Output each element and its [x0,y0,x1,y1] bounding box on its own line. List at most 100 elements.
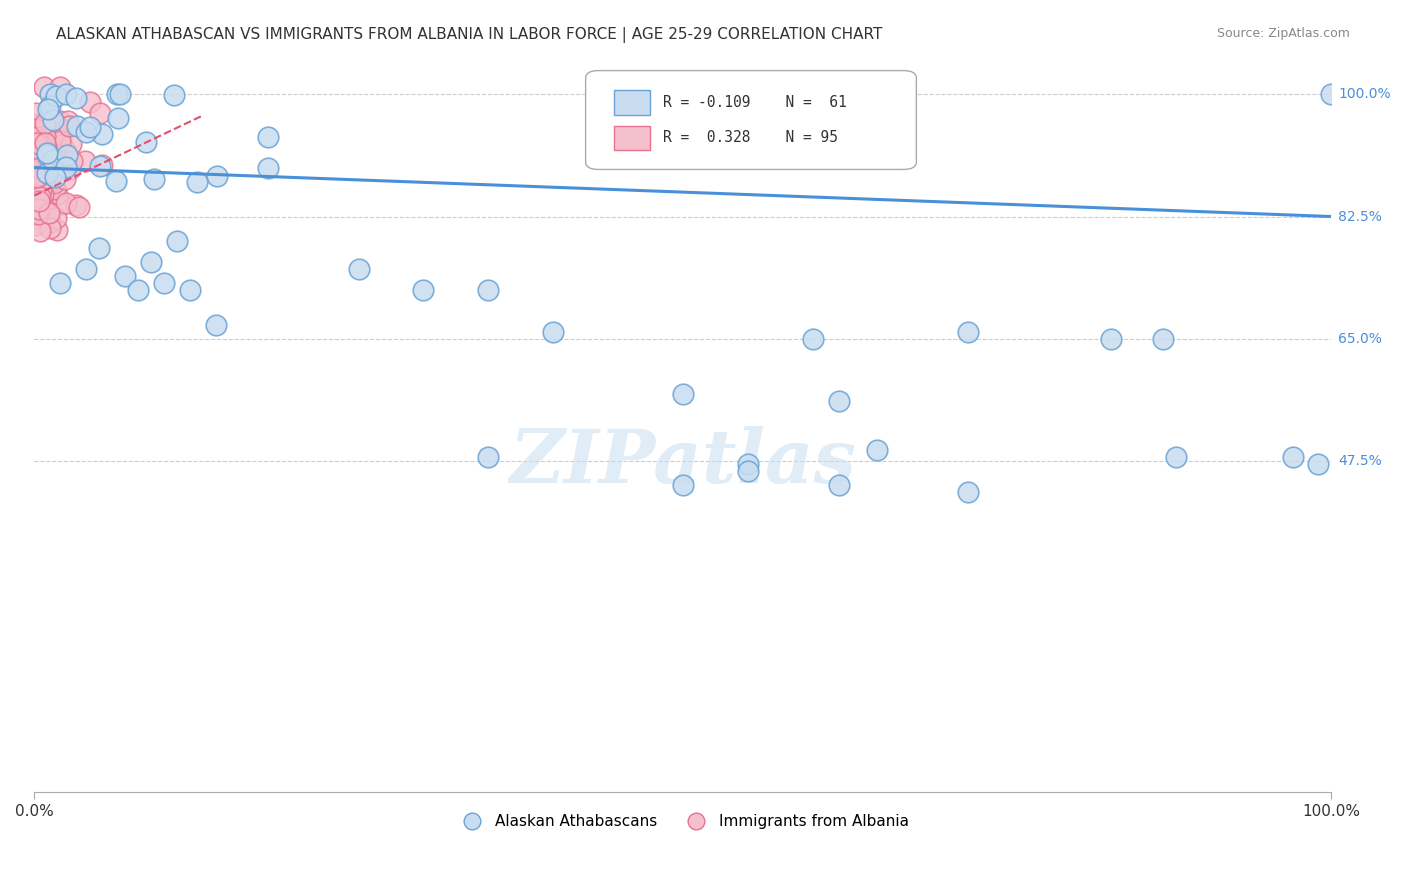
Point [34,80,56,95]
Point [34,128,56,143]
Point [32,132,55,146]
Point [55,87,77,102]
Point [737,457,759,471]
Point [67,200,90,214]
Point [35,145,58,160]
Point [28,207,51,221]
Point [412,283,434,297]
Point [39,148,62,162]
Point [24,204,46,219]
Point [107,112,129,126]
Point [45,89,67,103]
Point [25,206,48,220]
Point [28,201,51,215]
Point [30,190,52,204]
Point [49,276,72,290]
Point [60,137,83,152]
Point [24,105,46,120]
Point [34,202,56,217]
Point [27,161,49,175]
Point [25,172,48,186]
Text: 65.0%: 65.0% [1339,332,1382,345]
Point [37,146,59,161]
Point [25,135,48,149]
Point [28,194,51,208]
Point [28,202,51,216]
Point [30,149,52,163]
Point [90,158,112,172]
Point [28,154,51,169]
Point [30,149,52,163]
Point [105,87,128,102]
Point [55,160,77,174]
Point [672,387,695,401]
Text: 47.5%: 47.5% [1339,454,1382,467]
Point [75,125,97,139]
Point [24,162,46,177]
Point [186,175,208,189]
Point [142,171,165,186]
Point [1164,450,1187,465]
Point [37,123,59,137]
Text: R = -0.109    N =  61: R = -0.109 N = 61 [664,95,848,110]
Point [38,99,60,113]
Point [38,175,60,189]
Point [42,168,65,182]
Point [37,166,59,180]
Point [24,218,46,232]
Point [205,169,228,183]
Point [39,215,62,229]
Point [32,123,55,137]
Point [49,80,72,95]
Point [1308,457,1330,471]
Point [89,241,111,255]
Point [34,116,56,130]
Point [957,325,980,339]
Point [801,332,824,346]
Point [79,120,101,134]
Point [60,153,83,168]
Point [139,255,162,269]
Bar [614,126,651,150]
Point [65,198,87,212]
Point [25,130,48,145]
Point [1099,332,1122,346]
Point [30,184,52,198]
Point [24,136,46,151]
Point [153,276,176,290]
Point [56,147,79,161]
Point [46,118,69,132]
Point [25,138,48,153]
Point [79,95,101,109]
Point [35,116,58,130]
Point [866,443,889,458]
Point [477,283,499,297]
Point [75,154,97,169]
Point [51,196,73,211]
Point [827,394,849,409]
Point [135,135,157,149]
Legend: Alaskan Athabascans, Immigrants from Albania: Alaskan Athabascans, Immigrants from Alb… [451,808,915,836]
Point [34,119,56,133]
Point [30,183,52,197]
Point [25,117,48,131]
Point [53,171,76,186]
Point [42,165,65,179]
Point [166,234,188,248]
Point [35,142,58,156]
Point [89,106,111,120]
Point [31,199,53,213]
Point [46,186,69,201]
Point [27,141,49,155]
Point [25,169,48,184]
Text: Source: ZipAtlas.com: Source: ZipAtlas.com [1216,27,1350,40]
Point [24,205,46,219]
Point [75,261,97,276]
Point [110,87,132,102]
Point [30,185,52,199]
Text: R =  0.328    N = 95: R = 0.328 N = 95 [664,129,838,145]
Point [59,162,82,177]
Point [58,120,80,134]
Point [541,325,564,339]
Point [48,114,70,128]
